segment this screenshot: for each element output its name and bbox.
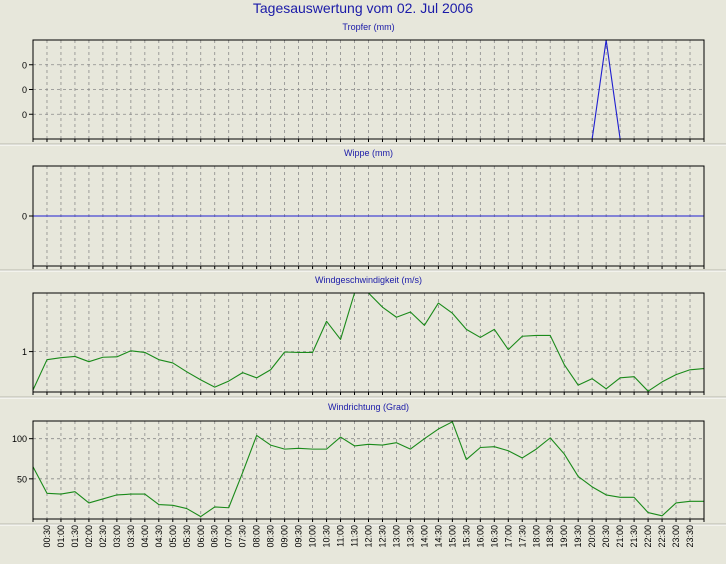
x-tick-label-11: 05:30: [182, 525, 192, 548]
x-tick-label-4: 02:00: [84, 525, 94, 548]
x-tick-label-39: 19:30: [573, 525, 583, 548]
x-tick-label-40: 20:00: [587, 525, 597, 548]
x-tick-label-10: 05:00: [168, 525, 178, 548]
x-tick-label-26: 13:00: [391, 525, 401, 548]
y-tick-label-0-2: 0: [22, 60, 27, 70]
x-tick-label-21: 10:30: [322, 525, 332, 548]
chart-title-1: Wippe (mm): [344, 148, 393, 158]
chart-title-2: Windgeschwindigkeit (m/s): [315, 275, 422, 285]
x-tick-label-42: 21:00: [615, 525, 625, 548]
x-tick-label-31: 15:30: [461, 525, 471, 548]
x-tick-label-6: 03:00: [112, 525, 122, 548]
y-tick-label-1-0: 0: [22, 212, 27, 222]
x-tick-label-46: 23:00: [671, 525, 681, 548]
x-tick-label-38: 19:00: [559, 525, 569, 548]
x-tick-label-5: 02:30: [98, 525, 108, 548]
x-tick-label-36: 18:00: [531, 525, 541, 548]
y-tick-label-0-1: 0: [22, 85, 27, 95]
x-tick-label-44: 22:00: [643, 525, 653, 548]
plot-frame-3: [32, 420, 705, 520]
x-tick-label-14: 07:00: [224, 525, 234, 548]
chart-title-0: Tropfer (mm): [342, 22, 394, 32]
x-tick-label-47: 23:30: [685, 525, 695, 548]
x-tick-label-23: 11:30: [350, 525, 360, 547]
plot-frame-0: [32, 39, 705, 140]
x-tick-label-41: 20:30: [601, 525, 611, 548]
x-tick-label-19: 09:30: [294, 525, 304, 548]
x-tick-label-3: 01:30: [70, 525, 80, 548]
x-tick-label-27: 13:30: [405, 525, 415, 548]
chart-title-3: Windrichtung (Grad): [328, 402, 409, 412]
x-tick-label-2: 01:00: [56, 525, 66, 548]
x-tick-label-32: 16:00: [475, 525, 485, 548]
x-tick-label-45: 22:30: [657, 525, 667, 548]
x-tick-label-37: 18:30: [545, 525, 555, 548]
x-tick-label-1: 00:30: [42, 525, 52, 548]
x-tick-label-35: 17:30: [517, 525, 527, 548]
y-tick-label-2-0: 1: [22, 347, 27, 357]
x-tick-label-16: 08:00: [252, 525, 262, 548]
x-tick-label-15: 07:30: [238, 525, 248, 548]
x-tick-label-12: 06:00: [196, 525, 206, 548]
x-tick-label-22: 11:00: [336, 525, 346, 547]
x-tick-label-28: 14:00: [419, 525, 429, 548]
y-tick-label-0-0: 0: [22, 110, 27, 120]
x-tick-label-29: 14:30: [433, 525, 443, 548]
x-tick-label-18: 09:00: [280, 525, 290, 548]
x-tick-label-8: 04:00: [140, 525, 150, 548]
x-tick-label-30: 15:00: [447, 525, 457, 548]
y-tick-label-3-1: 100: [12, 434, 27, 444]
x-tick-label-43: 21:30: [629, 525, 639, 548]
series-line-3: [32, 421, 704, 518]
x-tick-label-25: 12:30: [377, 525, 387, 548]
plot-frame-2: [32, 292, 705, 393]
page-title: Tagesauswertung vom 02. Jul 2006: [252, 0, 474, 16]
x-tick-label-20: 10:00: [308, 525, 318, 548]
y-tick-label-3-0: 50: [17, 474, 27, 484]
plot-frame-1: [32, 165, 705, 267]
x-tick-label-9: 04:30: [154, 525, 164, 548]
x-tick-label-24: 12:00: [364, 525, 374, 548]
x-tick-label-33: 16:30: [489, 525, 499, 548]
x-tick-label-13: 06:30: [210, 525, 220, 548]
x-tick-label-34: 17:00: [503, 525, 513, 548]
x-tick-label-7: 03:30: [126, 525, 136, 548]
x-tick-label-17: 08:30: [266, 525, 276, 548]
